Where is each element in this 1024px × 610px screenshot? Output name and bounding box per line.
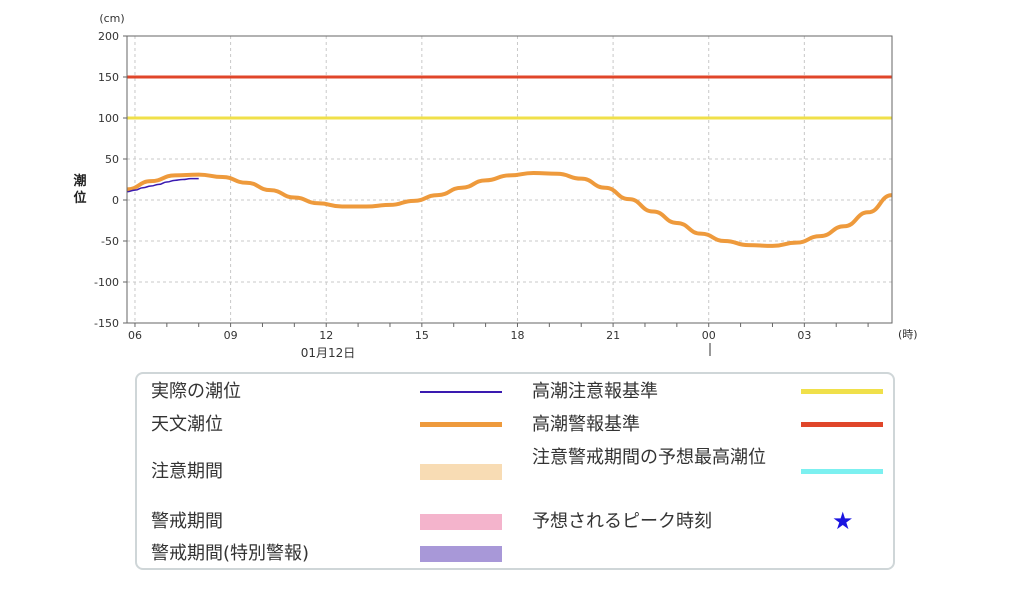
legend-label-astronomical-tide: 天文潮位 bbox=[151, 414, 223, 435]
legend-label-warning-threshold: 高潮警報基準 bbox=[532, 414, 640, 435]
grid bbox=[127, 36, 892, 323]
legend-swatch-advisory-period bbox=[420, 464, 502, 480]
y-axis-label-char: 潮 bbox=[73, 173, 86, 189]
y-tick-label: 150 bbox=[98, 71, 119, 84]
y-tick-labels: 200 150 100 50 0 -50 -100 -150 bbox=[94, 30, 127, 330]
legend-label-predicted-max: 注意警戒期間の予想最高潮位 bbox=[532, 447, 766, 468]
tide-chart: 200 150 100 50 0 -50 -100 -150 06 09 12 15 18 21 00 03… bbox=[73, 12, 918, 360]
y-tick-label: -150 bbox=[94, 317, 119, 330]
legend-swatch-warning-period bbox=[420, 514, 502, 530]
date-label: 01月12日 bbox=[301, 346, 356, 360]
legend-swatch-predicted-max bbox=[801, 469, 883, 474]
legend-label-predicted-peak: 予想されるピーク時刻 bbox=[532, 511, 712, 532]
y-tick-label: 200 bbox=[98, 30, 119, 43]
legend-label-advisory-period: 注意期間 bbox=[151, 461, 223, 482]
x-tick-labels: 06 09 12 15 18 21 00 03 bbox=[128, 323, 869, 342]
legend-label-actual-tide: 実際の潮位 bbox=[151, 381, 241, 402]
astronomical-tide-line bbox=[126, 170, 893, 248]
series-lines bbox=[126, 170, 893, 248]
y-axis-label-char: 位 bbox=[73, 190, 86, 206]
threshold-lines bbox=[127, 75, 892, 120]
x-tick-label: 12 bbox=[319, 329, 333, 342]
star-icon: ★ bbox=[832, 507, 854, 535]
x-tick-label: 00 bbox=[702, 329, 716, 342]
y-tick-label: -100 bbox=[94, 276, 119, 289]
x-unit-label: (時) bbox=[898, 328, 918, 341]
x-tick-label: 06 bbox=[128, 329, 142, 342]
y-tick-label: 50 bbox=[105, 153, 119, 166]
y-tick-label: -50 bbox=[101, 235, 119, 248]
plot-frame bbox=[126, 35, 893, 324]
actual-tide-line bbox=[126, 177, 199, 193]
y-tick-label: 100 bbox=[98, 112, 119, 125]
y-tick-label: 0 bbox=[112, 194, 119, 207]
x-tick-label: 21 bbox=[606, 329, 620, 342]
legend-swatch-astronomical-tide bbox=[420, 422, 502, 427]
x-tick-label: 09 bbox=[224, 329, 238, 342]
x-tick-label: 15 bbox=[415, 329, 429, 342]
y-unit-label: (cm) bbox=[99, 12, 124, 25]
legend: 実際の潮位 天文潮位 注意期間 警戒期間 警戒期間(特別警報) 高潮注意報基準 … bbox=[135, 372, 895, 570]
x-tick-label: 03 bbox=[797, 329, 811, 342]
legend-swatch-advisory-threshold bbox=[801, 389, 883, 394]
x-tick-label: 18 bbox=[510, 329, 524, 342]
legend-swatch-actual-tide bbox=[420, 391, 502, 393]
legend-swatch-warning-period-special bbox=[420, 546, 502, 562]
legend-label-warning-period-special: 警戒期間(特別警報) bbox=[151, 543, 310, 564]
legend-swatch-warning-threshold bbox=[801, 422, 883, 427]
y-axis-label: 潮位 bbox=[73, 173, 86, 206]
legend-label-advisory-threshold: 高潮注意報基準 bbox=[532, 381, 658, 402]
legend-label-warning-period: 警戒期間 bbox=[151, 511, 223, 532]
